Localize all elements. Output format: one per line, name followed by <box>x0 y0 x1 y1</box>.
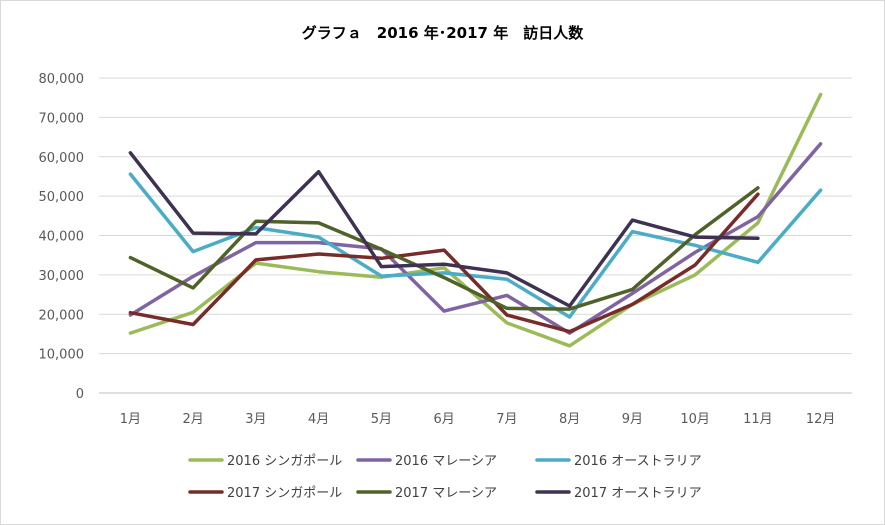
y-axis: 0 10,000 20,000 30,000 40,000 50,000 60,000 70,… <box>39 72 85 402</box>
legend-item: 2017 オーストラリア <box>535 486 702 501</box>
legend-label: 2017 マレーシア <box>395 486 497 501</box>
x-tick-label: 5月 <box>371 412 392 427</box>
y-tick-label: 0 <box>76 387 84 402</box>
y-tick-label: 30,000 <box>39 269 85 284</box>
series-line-5 <box>128 186 760 311</box>
x-tick-label: 1月 <box>120 412 141 427</box>
legend-item: 2016 マレーシア <box>356 454 497 469</box>
y-tick-label: 60,000 <box>39 151 85 166</box>
legend-label: 2016 シンガポール <box>227 454 342 469</box>
series-lines <box>128 92 823 348</box>
series-line-6 <box>128 151 760 308</box>
legend-item: 2016 シンガポール <box>188 454 342 469</box>
x-tick-label: 10月 <box>680 412 710 427</box>
x-tick-label: 7月 <box>496 412 517 427</box>
x-tick-label: 12月 <box>806 412 836 427</box>
chart-title: グラフａ 2016 年･2017 年 訪日人数 <box>301 24 584 42</box>
legend-label: 2017 シンガポール <box>227 486 342 501</box>
x-axis: 1月 2月 3月 4月 5月 6月 7月 8月 9月 10月 11月 12月 <box>120 412 836 427</box>
y-tick-label: 50,000 <box>39 190 85 205</box>
y-tick-label: 80,000 <box>39 72 85 87</box>
y-tick-label: 10,000 <box>39 348 85 363</box>
legend-label: 2017 オーストラリア <box>574 486 702 501</box>
y-tick-label: 70,000 <box>39 111 85 126</box>
y-tick-label: 40,000 <box>39 230 85 245</box>
x-tick-label: 4月 <box>308 412 329 427</box>
x-tick-label: 3月 <box>245 412 266 427</box>
x-tick-label: 6月 <box>433 412 454 427</box>
series-line-4 <box>128 192 760 334</box>
legend-item: 2016 オーストラリア <box>535 454 702 469</box>
legend: 2016 シンガポール 2016 マレーシア 2016 オーストラリア 2017 シン… <box>188 454 702 501</box>
x-tick-label: 11月 <box>743 412 773 427</box>
legend-item: 2017 マレーシア <box>356 486 497 501</box>
x-tick-label: 9月 <box>622 412 643 427</box>
legend-label: 2016 オーストラリア <box>574 454 702 469</box>
y-tick-label: 20,000 <box>39 308 85 323</box>
x-tick-label: 2月 <box>182 412 203 427</box>
x-tick-label: 8月 <box>559 412 580 427</box>
legend-label: 2016 マレーシア <box>395 454 497 469</box>
legend-item: 2017 シンガポール <box>188 486 342 501</box>
gridlines <box>99 77 852 394</box>
